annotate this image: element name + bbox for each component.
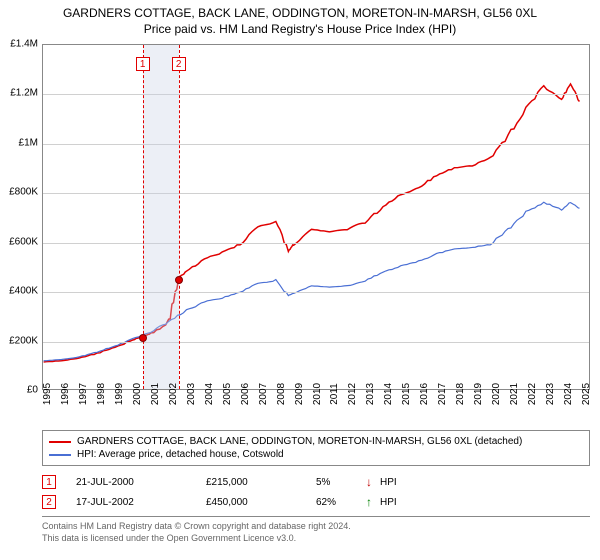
sale-price: £215,000 [206, 477, 316, 488]
y-axis-label: £800K [9, 187, 38, 198]
series-line [44, 202, 580, 361]
x-axis-label: 2012 [347, 383, 358, 405]
x-axis-label: 2020 [491, 383, 502, 405]
x-axis-label: 2005 [222, 383, 233, 405]
y-axis-label: £1.2M [10, 88, 38, 99]
sales-table: 1 21-JUL-2000£215,0005%↓HPI 2 17-JUL-2002£4… [42, 472, 590, 512]
y-axis-label: £1M [19, 137, 38, 148]
legend: GARDNERS COTTAGE, BACK LANE, ODDINGTON, … [42, 430, 590, 466]
chart-container: GARDNERS COTTAGE, BACK LANE, ODDINGTON, … [0, 0, 600, 560]
x-axis-label: 2017 [437, 383, 448, 405]
gridline-h [43, 94, 589, 95]
y-axis-label: £600K [9, 236, 38, 247]
x-axis-label: 2025 [581, 383, 592, 405]
arrow-icon: ↑ [366, 495, 380, 509]
y-axis-label: £1.4M [10, 39, 38, 50]
x-axis-label: 1997 [78, 383, 89, 405]
gridline-h [43, 193, 589, 194]
sale-row: 1 21-JUL-2000£215,0005%↓HPI [42, 472, 590, 492]
footer-line-2: This data is licensed under the Open Gov… [42, 533, 590, 545]
y-axis-label: £0 [27, 385, 38, 396]
sale-date: 17-JUL-2002 [76, 497, 206, 508]
plot-area: 12 [42, 44, 590, 390]
marker-index-box: 2 [172, 57, 186, 71]
x-axis-label: 2002 [168, 383, 179, 405]
marker-dot [175, 276, 183, 284]
x-axis-label: 2018 [455, 383, 466, 405]
x-axis-label: 2013 [365, 383, 376, 405]
chart-title: GARDNERS COTTAGE, BACK LANE, ODDINGTON, … [0, 0, 600, 20]
y-axis-label: £200K [9, 335, 38, 346]
legend-swatch [49, 441, 71, 443]
y-axis-label: £400K [9, 286, 38, 297]
x-axis-label: 1999 [114, 383, 125, 405]
sale-vs-label: HPI [380, 477, 420, 488]
sale-index-box: 1 [42, 475, 56, 489]
gridline-h [43, 144, 589, 145]
x-axis-label: 2024 [563, 383, 574, 405]
sale-pct: 62% [316, 497, 366, 508]
marker-dot [139, 334, 147, 342]
x-axis-label: 2004 [204, 383, 215, 405]
footer-line-1: Contains HM Land Registry data © Crown c… [42, 521, 590, 533]
x-axis-label: 2003 [186, 383, 197, 405]
arrow-icon: ↓ [366, 475, 380, 489]
x-axis-label: 1995 [42, 383, 53, 405]
line-chart-svg [43, 45, 589, 389]
sale-date: 21-JUL-2000 [76, 477, 206, 488]
x-axis-label: 2019 [473, 383, 484, 405]
sale-pct: 5% [316, 477, 366, 488]
legend-label: HPI: Average price, detached house, Cots… [77, 449, 284, 460]
x-axis-label: 2015 [401, 383, 412, 405]
x-axis-label: 1998 [96, 383, 107, 405]
x-axis-label: 2008 [276, 383, 287, 405]
sale-row: 2 17-JUL-2002£450,00062%↑HPI [42, 492, 590, 512]
x-axis-label: 2006 [240, 383, 251, 405]
gridline-h [43, 342, 589, 343]
x-axis-label: 2011 [329, 383, 340, 405]
footer-attribution: Contains HM Land Registry data © Crown c… [42, 516, 590, 544]
legend-item: GARDNERS COTTAGE, BACK LANE, ODDINGTON, … [49, 435, 583, 448]
chart-subtitle: Price paid vs. HM Land Registry's House … [0, 20, 600, 40]
x-axis-label: 2014 [383, 383, 394, 405]
series-line [44, 84, 580, 362]
marker-band [143, 45, 179, 389]
gridline-h [43, 292, 589, 293]
x-axis-label: 2021 [509, 383, 520, 405]
marker-line [179, 45, 180, 389]
sale-price: £450,000 [206, 497, 316, 508]
x-axis-label: 2016 [419, 383, 430, 405]
x-axis-label: 2022 [527, 383, 538, 405]
x-axis-label: 2010 [312, 383, 323, 405]
x-axis-label: 2007 [258, 383, 269, 405]
marker-index-box: 1 [136, 57, 150, 71]
sale-vs-label: HPI [380, 497, 420, 508]
sale-index-box: 2 [42, 495, 56, 509]
gridline-h [43, 243, 589, 244]
legend-label: GARDNERS COTTAGE, BACK LANE, ODDINGTON, … [77, 436, 522, 447]
x-axis-label: 1996 [60, 383, 71, 405]
legend-item: HPI: Average price, detached house, Cots… [49, 448, 583, 461]
x-axis-label: 2001 [150, 383, 161, 405]
x-axis-label: 2023 [545, 383, 556, 405]
x-axis-label: 2000 [132, 383, 143, 405]
x-axis-label: 2009 [294, 383, 305, 405]
legend-swatch [49, 454, 71, 456]
